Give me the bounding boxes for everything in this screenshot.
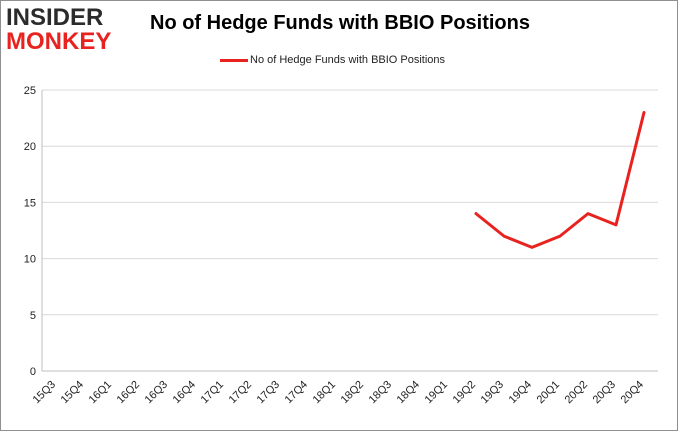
legend-label: No of Hedge Funds with BBIO Positions <box>250 54 446 66</box>
chart-title: No of Hedge Funds with BBIO Positions <box>150 12 530 34</box>
legend-swatch <box>220 58 248 62</box>
x-tick-label: 20Q1 <box>535 379 563 407</box>
y-tick-label: 25 <box>24 85 36 97</box>
x-tick-label: 18Q3 <box>367 379 395 407</box>
logo-line-1: INSIDER <box>6 4 104 31</box>
x-tick-label: 19Q3 <box>479 379 507 407</box>
x-tick-label: 20Q3 <box>591 379 619 407</box>
x-tick-label: 18Q2 <box>339 379 367 407</box>
x-tick-label: 17Q3 <box>255 379 283 407</box>
x-tick-label: 16Q2 <box>115 379 143 407</box>
x-tick-label: 20Q2 <box>563 379 591 407</box>
y-tick-label: 0 <box>30 366 36 378</box>
insider-monkey-logo: INSIDER MONKEY <box>6 6 111 54</box>
x-tick-label: 19Q1 <box>423 379 451 407</box>
x-tick-label: 16Q1 <box>87 379 115 407</box>
x-tick-label: 16Q4 <box>171 379 199 407</box>
chart-legend: No of Hedge Funds with BBIO Positions <box>220 54 445 66</box>
x-tick-label: 19Q4 <box>507 379 535 407</box>
y-tick-label: 10 <box>24 254 36 266</box>
x-tick-label: 17Q2 <box>227 379 255 407</box>
y-tick-label: 5 <box>30 310 36 322</box>
x-tick-label: 17Q1 <box>199 379 227 407</box>
x-tick-label: 18Q4 <box>395 379 423 407</box>
x-tick-label: 19Q2 <box>451 379 479 407</box>
x-tick-label: 16Q3 <box>143 379 171 407</box>
y-tick-label: 15 <box>24 197 36 209</box>
x-tick-label: 20Q4 <box>619 379 647 407</box>
x-tick-label: 15Q4 <box>59 379 87 407</box>
series-line <box>474 110 646 249</box>
x-tick-label: 17Q4 <box>283 379 311 407</box>
x-tick-label: 15Q3 <box>31 379 59 407</box>
x-tick-label: 18Q1 <box>311 379 339 407</box>
logo-line-2: MONKEY <box>6 28 112 55</box>
y-tick-label: 20 <box>24 141 36 153</box>
